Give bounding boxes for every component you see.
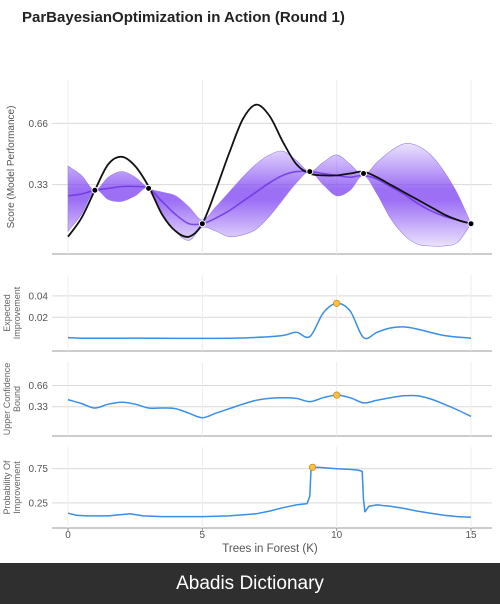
sampled-point [91, 186, 99, 194]
y-axis-label: ExpectedImprovement [2, 286, 22, 339]
panel-score: 0.33 0.66 Score (Model Performance) [6, 80, 492, 255]
y-axis-label-line: Bound [12, 386, 22, 412]
y-tick-label: 0.04 [29, 291, 49, 302]
sampled-point [360, 170, 368, 178]
acquisition-line [67, 394, 472, 419]
sampled-point [306, 168, 314, 176]
objective-line [67, 103, 472, 238]
x-tick-label: 10 [331, 530, 343, 541]
x-tick-label: 5 [200, 530, 206, 541]
x-tick-label: 15 [465, 530, 477, 541]
chart-figure: ParBayesianOptimization in Action (Round… [2, 9, 492, 555]
y-axis-label: Probability OfImprovement [2, 460, 22, 515]
y-tick-label: 0.33 [29, 402, 49, 413]
best-point [308, 463, 317, 471]
best-point [333, 299, 341, 307]
sampled-point [145, 184, 153, 192]
y-axis-label: Score (Model Performance) [6, 106, 17, 229]
y-tick-label: 0.66 [29, 119, 49, 130]
chart-title: ParBayesianOptimization in Action (Round… [22, 9, 345, 26]
gp-mean-line [67, 170, 472, 226]
acquisition-line [67, 302, 472, 340]
x-axis-label: Trees in Forest (K) [222, 543, 318, 555]
y-axis-label-line: Improvement [12, 286, 22, 339]
footer-banner: Abadis Dictionary [0, 563, 500, 604]
y-axis-label: Upper ConfidenceBound [2, 363, 22, 436]
y-tick-label: 0.66 [29, 381, 49, 392]
y-tick-label: 0.75 [29, 464, 49, 475]
panel-ei: 0.02 0.04 ExpectedImprovement [2, 275, 492, 352]
y-axis-label-line: Upper Confidence [2, 363, 12, 436]
panel-pi: 0.25 0.75 Probability OfImprovement [2, 447, 492, 529]
best-point [333, 391, 341, 399]
y-tick-label: 0.02 [29, 313, 49, 324]
y-tick-label: 0.33 [29, 180, 49, 191]
footer-text: Abadis Dictionary [176, 572, 324, 594]
acquisition-line [67, 466, 472, 519]
panel-ucb: 0.33 0.66 Upper ConfidenceBound [2, 362, 492, 437]
x-tick-label: 0 [65, 530, 71, 541]
y-axis-label-line: Expected [2, 294, 12, 332]
sampled-point [198, 220, 206, 228]
sampled-point [467, 220, 475, 228]
y-axis-label-line: Improvement [12, 461, 22, 514]
y-tick-label: 0.25 [29, 498, 49, 509]
y-axis-label-line: Probability Of [2, 460, 12, 515]
